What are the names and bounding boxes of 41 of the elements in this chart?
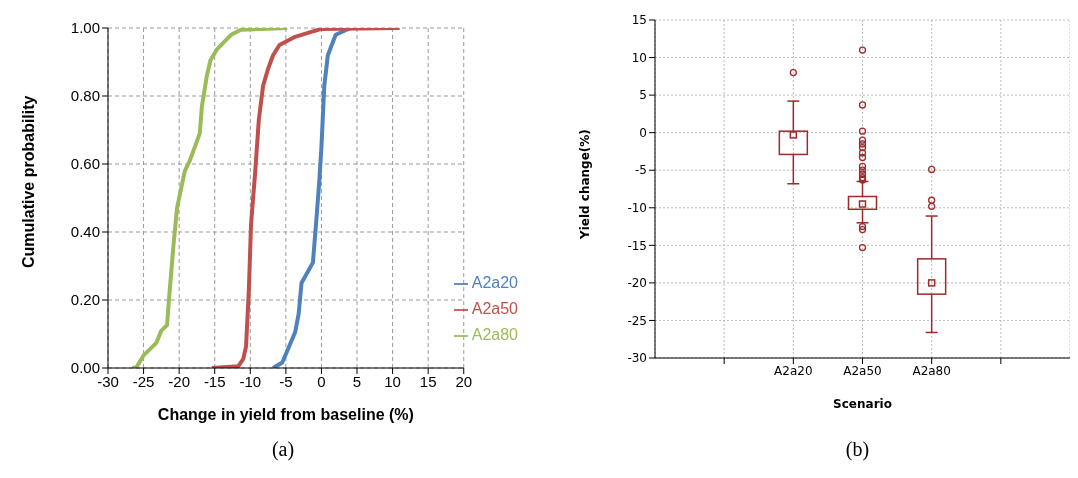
x-axis-title: Change in yield from baseline (%) bbox=[157, 406, 414, 423]
y-tick-label: 5 bbox=[639, 88, 647, 103]
y-tick-label: 0.40 bbox=[70, 223, 100, 241]
y-tick-label: -30 bbox=[627, 351, 647, 366]
x-tick-label: -10 bbox=[239, 372, 262, 390]
y-tick-label: 10 bbox=[631, 50, 647, 65]
y-tick-label: -20 bbox=[627, 276, 647, 291]
text: (b) bbox=[844, 438, 871, 461]
legend-label: A2a20 bbox=[471, 274, 518, 291]
x-tick-label: -15 bbox=[203, 372, 226, 390]
x-tick-label: 15 bbox=[419, 372, 437, 390]
x-tick-label: A2a50 bbox=[843, 363, 882, 378]
legend-label: A2a50 bbox=[471, 300, 518, 317]
legend-label: A2a80 bbox=[471, 326, 518, 343]
y-tick-label: 1.00 bbox=[70, 19, 100, 37]
y-tick-label: 0.60 bbox=[70, 155, 100, 173]
y-tick-label: -5 bbox=[635, 163, 647, 178]
line-series bbox=[209, 28, 402, 368]
y-tick-label: 0.20 bbox=[70, 291, 100, 309]
y-tick-label: -10 bbox=[627, 201, 647, 216]
y-tick-label: 0.80 bbox=[70, 87, 100, 105]
x-tick-label: A2a20 bbox=[774, 363, 813, 378]
y-tick-label: 15 bbox=[631, 13, 647, 28]
x-tick-label: A2a80 bbox=[912, 363, 951, 378]
x-tick-label: -30 bbox=[97, 372, 119, 390]
y-tick-label: 0.00 bbox=[70, 359, 100, 377]
y-axis-title: Cumulative probability bbox=[19, 95, 37, 268]
y-tick-label: 0 bbox=[639, 125, 647, 140]
y-tick-label: -25 bbox=[627, 313, 647, 328]
x-tick-label: 10 bbox=[384, 372, 401, 390]
x-axis-title: Scenario bbox=[833, 397, 892, 411]
text: (a) bbox=[270, 438, 296, 461]
x-tick-label: 0 bbox=[317, 372, 326, 390]
y-axis-title: Yield change(%) bbox=[578, 129, 593, 240]
y-tick-label: -15 bbox=[627, 238, 647, 253]
line-series bbox=[130, 28, 290, 368]
x-tick-label: 5 bbox=[352, 372, 362, 390]
x-tick-label: -20 bbox=[168, 372, 190, 390]
x-tick-label: -5 bbox=[279, 372, 293, 390]
x-tick-label: 20 bbox=[455, 372, 473, 390]
x-tick-label: -25 bbox=[132, 372, 155, 390]
